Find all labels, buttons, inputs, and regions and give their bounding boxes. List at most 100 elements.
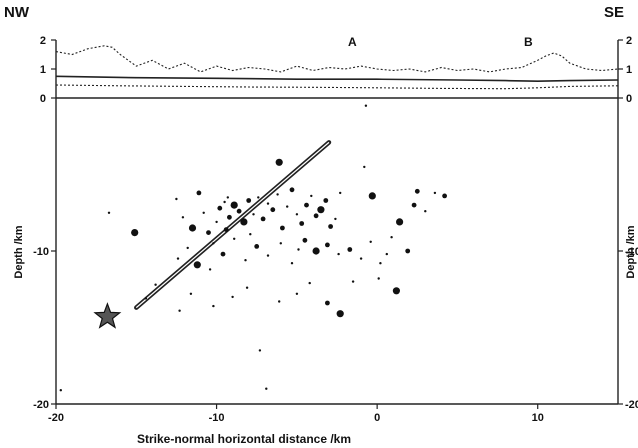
hypocenter-point bbox=[290, 262, 294, 265]
hypocenter-point bbox=[226, 196, 229, 199]
hypocenter-point bbox=[385, 252, 388, 256]
hypocenter-point bbox=[223, 200, 226, 204]
profile-tick-label-left: 1 bbox=[40, 64, 46, 76]
hypocenter-point bbox=[258, 349, 262, 352]
hypocenter-point bbox=[266, 254, 270, 257]
hypocenter-point bbox=[351, 280, 355, 283]
hypocenter-point bbox=[323, 198, 329, 203]
hypocenter-point bbox=[196, 190, 202, 196]
hypocenter-point bbox=[347, 247, 353, 252]
x-tick-label: 0 bbox=[374, 412, 380, 424]
hypocenter-point bbox=[312, 247, 320, 255]
hypocenter-point bbox=[336, 310, 344, 318]
hypocenter-point bbox=[220, 251, 226, 257]
x-tick-label: 10 bbox=[532, 412, 544, 424]
corner-label-nw: NW bbox=[4, 4, 30, 21]
hypocenter-point bbox=[245, 286, 249, 289]
hypocenter-point bbox=[364, 104, 368, 107]
hypocenter-point bbox=[107, 211, 111, 214]
hypocenter-point bbox=[363, 165, 366, 169]
hypocenter-point bbox=[276, 193, 279, 196]
hypocenter-point bbox=[154, 283, 157, 286]
hypocenter-point bbox=[193, 261, 201, 269]
x-tick-label: -10 bbox=[209, 412, 225, 424]
hypocenter-point bbox=[359, 257, 363, 260]
hypocenter-point bbox=[414, 188, 420, 194]
hypocenter-point bbox=[379, 262, 382, 265]
hypocenter-point bbox=[244, 259, 247, 262]
hypocenter-point bbox=[231, 295, 234, 299]
profile-line-dashed-lower bbox=[55, 84, 619, 90]
hypocenter-point bbox=[310, 194, 313, 198]
hypocenter-point bbox=[313, 213, 319, 219]
hypocenter-point bbox=[442, 193, 447, 199]
hypocenter-point bbox=[325, 242, 330, 248]
hypocenter-point bbox=[396, 218, 404, 226]
hypocenter-point bbox=[208, 268, 212, 271]
hypocenter-point bbox=[368, 192, 376, 200]
hypocenter-point bbox=[233, 237, 236, 240]
hypocenter-point bbox=[302, 237, 308, 243]
profile-panel: 0 0 1 1 2 2 A B bbox=[40, 35, 632, 105]
hypocenter-point bbox=[254, 244, 260, 249]
hypocenter-point bbox=[206, 230, 211, 236]
hypocenter-point bbox=[175, 197, 178, 201]
hypocenter-point bbox=[178, 309, 181, 312]
hypocenter-point bbox=[317, 206, 325, 214]
hypocenter-point bbox=[257, 196, 260, 199]
hypocenter-point bbox=[246, 198, 252, 203]
hypocenter-point bbox=[339, 191, 342, 195]
y-axis-label-left: Depth /km bbox=[13, 225, 25, 278]
hypocenter-point bbox=[299, 221, 305, 226]
hypocenter-point bbox=[265, 387, 268, 390]
hypocenter-point bbox=[176, 257, 180, 260]
hypocenter-point bbox=[295, 213, 299, 216]
hypocenter-point bbox=[144, 297, 148, 300]
hypocenter-point bbox=[186, 246, 189, 250]
profile-tick-label-left: 2 bbox=[40, 35, 46, 47]
hypocenter-point bbox=[295, 292, 299, 295]
y-tick-label-left: -10 bbox=[33, 246, 49, 258]
hypocenter-point bbox=[266, 202, 270, 205]
hypocenter-point bbox=[278, 300, 281, 303]
hypocenter-point bbox=[286, 205, 289, 208]
hypocenter-point bbox=[236, 208, 242, 214]
hypocenter-point bbox=[270, 207, 276, 213]
hypocenter-point bbox=[215, 220, 218, 224]
hypocenter-point bbox=[392, 287, 400, 295]
hypocenter-point bbox=[308, 281, 311, 285]
hypocenter-point bbox=[189, 292, 193, 295]
hypocenter-point bbox=[223, 227, 229, 233]
hypocenter-point bbox=[249, 233, 252, 236]
y-axis-label-right: Depth /km bbox=[625, 225, 637, 278]
hypocenter-point bbox=[325, 300, 330, 306]
hypocenter-point bbox=[289, 187, 295, 193]
fault-plane-inner bbox=[135, 141, 330, 309]
profile-line-dashed-upper bbox=[55, 45, 619, 73]
profile-tick-label-right: 0 bbox=[626, 93, 632, 105]
hypocenter-point bbox=[275, 158, 283, 166]
hypocenter-point bbox=[202, 211, 205, 214]
profile-marker-a: A bbox=[348, 35, 357, 49]
hypocenter-point bbox=[297, 248, 300, 251]
profile-line-solid bbox=[55, 75, 619, 83]
hypocenter-point bbox=[181, 216, 185, 219]
hypocenter-point bbox=[260, 216, 266, 222]
hypocenter-point bbox=[131, 229, 139, 237]
depth-section-panel: -20 -10 0 10-10 -10-20 -20 Depth /km Depth /k… bbox=[13, 98, 638, 446]
hypocenter-point bbox=[304, 202, 309, 208]
hypocenter-point bbox=[377, 277, 380, 280]
hypocenter-point bbox=[59, 389, 62, 392]
hypocenter-point bbox=[240, 218, 248, 226]
hypocenter-point bbox=[337, 252, 340, 256]
x-axis-label: Strike-normal horizontal distance /km bbox=[137, 432, 351, 446]
mainshock-star-icon bbox=[93, 302, 122, 329]
x-tick-label: -20 bbox=[48, 412, 64, 424]
hypocenter-point bbox=[433, 191, 437, 195]
hypocenter-point bbox=[188, 224, 197, 232]
hypocenter-point bbox=[411, 202, 417, 208]
hypocenter-point bbox=[424, 210, 427, 213]
y-tick-label-left: -20 bbox=[33, 399, 49, 411]
hypocenter-point bbox=[230, 201, 238, 209]
